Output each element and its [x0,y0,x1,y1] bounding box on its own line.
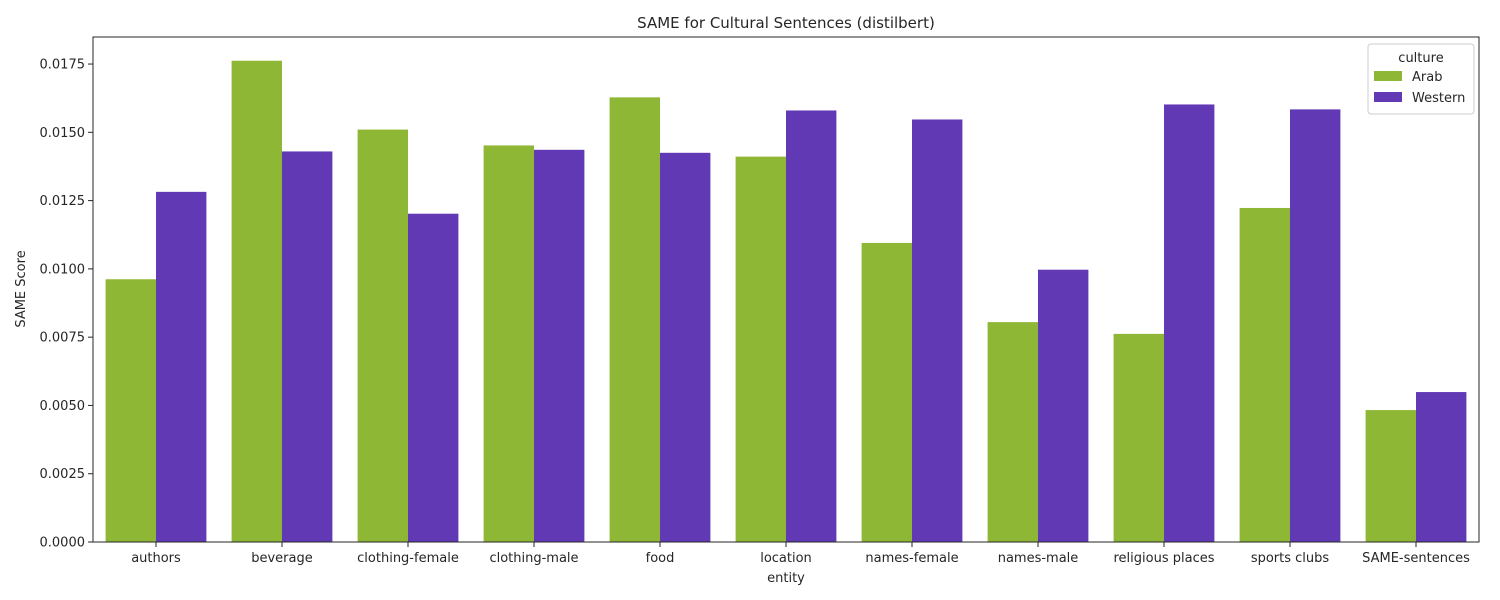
y-tick-label: 0.0050 [40,399,86,414]
bar-arab-names-female [861,242,912,543]
x-tick-label: location [760,551,812,566]
bar-western-religious-places [1164,104,1215,543]
x-tick-label: SAME-sentences [1362,551,1470,566]
bar-arab-location [735,156,786,542]
x-tick-label: religious places [1114,551,1215,566]
bar-arab-names-male [987,322,1038,542]
bar-western-clothing-male [534,149,585,542]
x-axis-label: entity [767,571,805,586]
bar-western-food [660,152,711,542]
y-tick-label: 0.0000 [40,536,86,551]
y-axis-label: SAME Score [14,250,29,327]
bar-western-same-sentences [1416,392,1467,542]
y-tick-label: 0.0125 [40,194,86,209]
y-tick-label: 0.0150 [40,126,86,141]
bar-arab-sports-clubs [1239,207,1290,542]
bars-group [105,60,1467,543]
legend-label-western: Western [1412,91,1465,106]
bar-western-names-male [1038,269,1089,542]
bar-arab-clothing-male [483,145,534,542]
legend-swatch-western [1374,92,1402,102]
bar-arab-religious-places [1113,333,1164,542]
y-tick-label: 0.0075 [40,331,86,346]
bar-arab-food [609,97,660,543]
x-tick-label: names-female [865,551,958,566]
legend-label-arab: Arab [1412,70,1442,85]
bar-arab-same-sentences [1365,410,1416,542]
y-axis-ticks: 0.0000 0.0025 0.0050 0.0075 0.0100 0.0125 0.01… [40,58,93,551]
bar-western-beverage [282,151,333,542]
bar-arab-authors [105,279,156,542]
x-tick-label: authors [131,551,181,566]
x-tick-label: sports clubs [1251,551,1330,566]
plot-frame [92,36,1480,543]
y-tick-label: 0.0175 [40,58,86,73]
bar-western-authors [156,191,207,543]
x-axis-ticks: authors beverage clothing-female clothing-m… [131,542,1470,566]
x-tick-label: beverage [251,551,313,566]
bar-arab-clothing-female [357,129,408,542]
bar-western-sports-clubs [1290,109,1341,543]
legend: culture Arab Western [1367,43,1475,115]
x-tick-label: clothing-female [357,551,459,566]
bar-western-clothing-female [408,213,459,542]
y-tick-label: 0.0100 [40,262,86,277]
x-tick-label: names-male [998,551,1079,566]
bar-western-location [786,110,837,542]
bar-western-names-female [912,119,963,542]
x-tick-label: food [646,551,675,566]
y-tick-label: 0.0025 [40,467,86,482]
legend-swatch-arab [1374,71,1402,81]
x-tick-label: clothing-male [489,551,578,566]
bar-arab-beverage [231,60,282,542]
chart-title: SAME for Cultural Sentences (distilbert) [637,14,935,32]
legend-title: culture [1398,51,1443,66]
